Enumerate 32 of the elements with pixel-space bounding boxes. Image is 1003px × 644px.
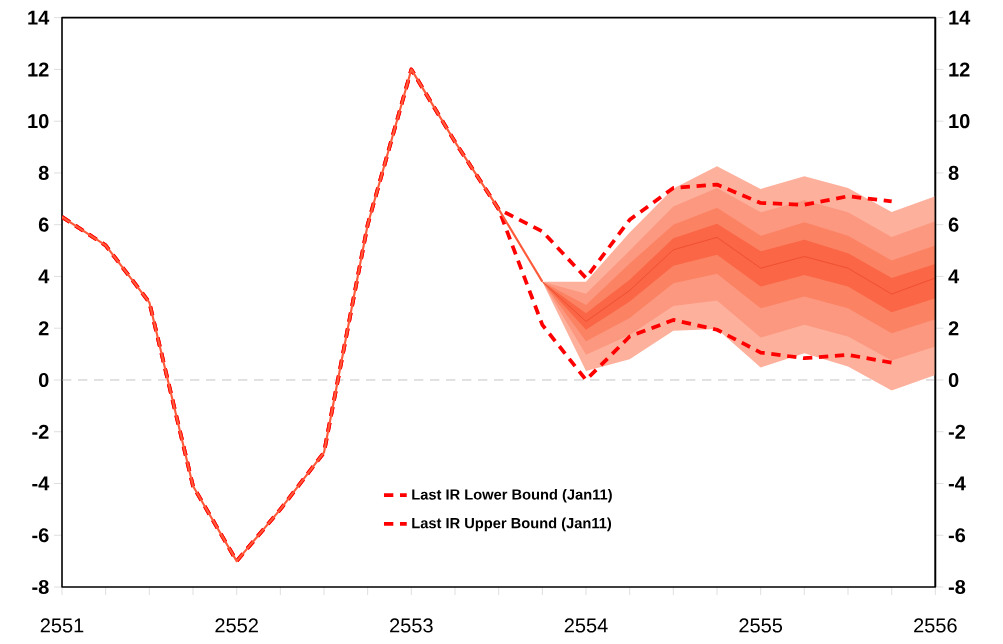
y-tick-label: -6 — [32, 528, 49, 543]
y2-tick-label: 6 — [948, 217, 959, 232]
y-tick-label: -2 — [32, 424, 49, 439]
y2-tick-label: 10 — [949, 114, 970, 129]
x-tick-label: 2556 — [914, 618, 957, 633]
x-tick-label: 2553 — [390, 618, 433, 633]
y-tick-label: 12 — [28, 62, 49, 77]
y2-tick-label: -6 — [948, 528, 966, 543]
y-tick-label: 14 — [28, 10, 50, 25]
y2-tick-label: -2 — [948, 424, 966, 439]
x-tick-label: 2551 — [40, 618, 84, 633]
x-tick-label: 2552 — [215, 618, 258, 633]
y-tick-label: 6 — [38, 217, 49, 232]
y2-tick-label: 4 — [948, 269, 960, 284]
y2-tick-label: -4 — [948, 476, 966, 491]
y-tick-label: 8 — [38, 165, 49, 181]
y2-tick-label: 14 — [949, 10, 971, 25]
y-tick-label: 10 — [28, 114, 49, 129]
y2-tick-label: 0 — [948, 372, 959, 388]
y2-tick-label: 12 — [949, 62, 970, 77]
y-tick-label: 0 — [38, 372, 49, 388]
y2-tick-label: 2 — [948, 321, 959, 336]
legend-label: Last IR Lower Bound (Jan11) — [412, 488, 612, 503]
x-tick-label: 2555 — [739, 618, 783, 633]
x-tick-label: 2554 — [564, 618, 608, 633]
y-tick-label: -4 — [32, 476, 50, 491]
legend-label: Last IR Upper Bound (Jan11) — [412, 517, 612, 532]
y-tick-label: 4 — [38, 269, 50, 284]
y-tick-label: -8 — [32, 579, 49, 595]
y2-tick-label: 8 — [948, 165, 959, 181]
y2-tick-label: -8 — [948, 579, 966, 595]
y-tick-label: 2 — [38, 321, 49, 336]
